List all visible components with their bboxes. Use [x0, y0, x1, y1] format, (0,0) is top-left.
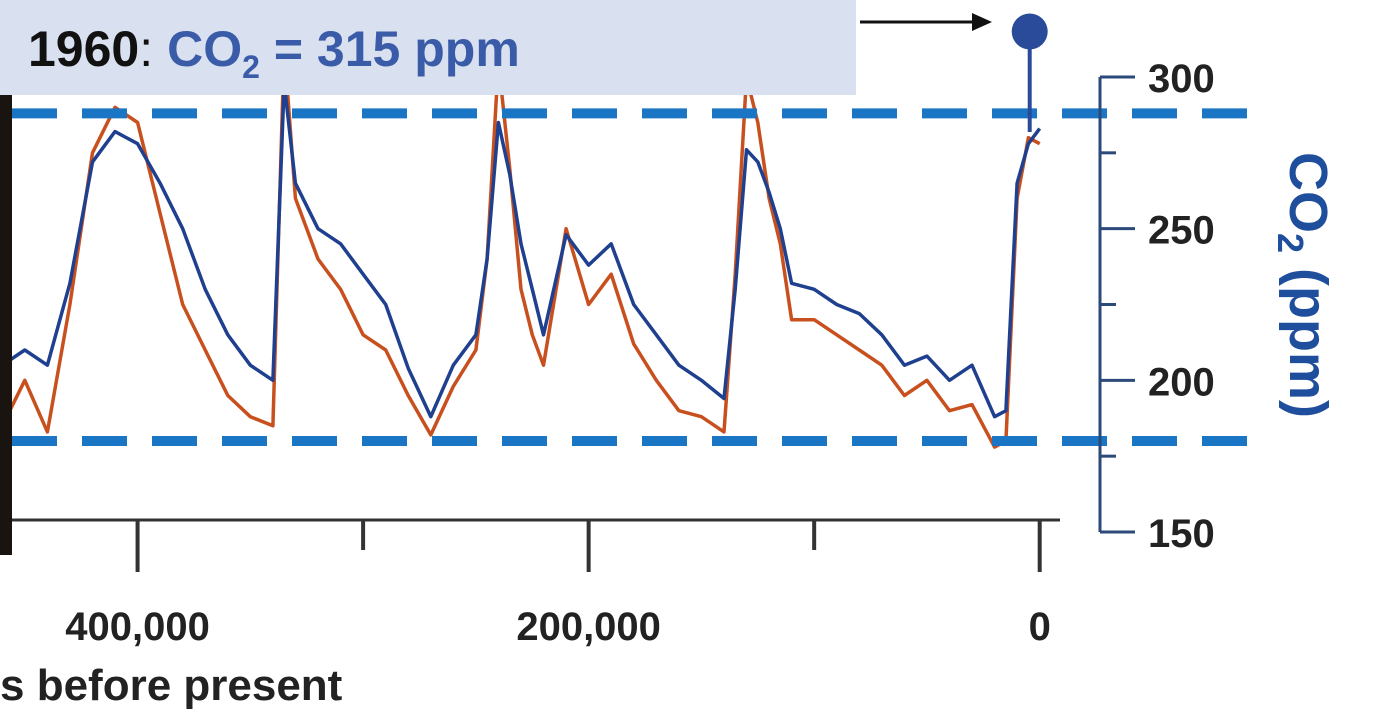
y-label-subscript: 2: [1270, 233, 1311, 253]
annotation-point: [1011, 13, 1048, 50]
y-axis-label: CO2 (ppm): [1270, 152, 1338, 418]
annotation-prefix: CO: [167, 21, 242, 77]
arrow-head: [972, 13, 992, 31]
x-tick-label: 200,000: [516, 605, 661, 649]
annotation-year: 1960: [28, 21, 139, 77]
y-label-suffix: (ppm): [1278, 253, 1338, 418]
photo-edge: [0, 0, 12, 555]
x-tick-label: 0: [1029, 605, 1051, 649]
annotation-subscript: 2: [242, 49, 260, 85]
x-tick-label: 400,000: [65, 605, 210, 649]
annotation-separator: :: [139, 21, 153, 77]
co2-line: [1, 81, 1042, 419]
co2-line: [0, 44, 1041, 449]
y-label-prefix: CO: [1278, 152, 1338, 233]
y-tick-label: 200: [1148, 360, 1215, 404]
annotation-suffix: = 315 ppm: [260, 21, 520, 77]
y-tick-label: 250: [1148, 209, 1215, 253]
x-axis-label: s before present: [0, 661, 343, 710]
y-tick-label: 150: [1148, 512, 1215, 556]
y-tick-label: 300: [1148, 57, 1215, 101]
annotation-box: [0, 0, 856, 95]
annotation-text: 1960: CO2 = 315 ppm: [28, 21, 520, 85]
